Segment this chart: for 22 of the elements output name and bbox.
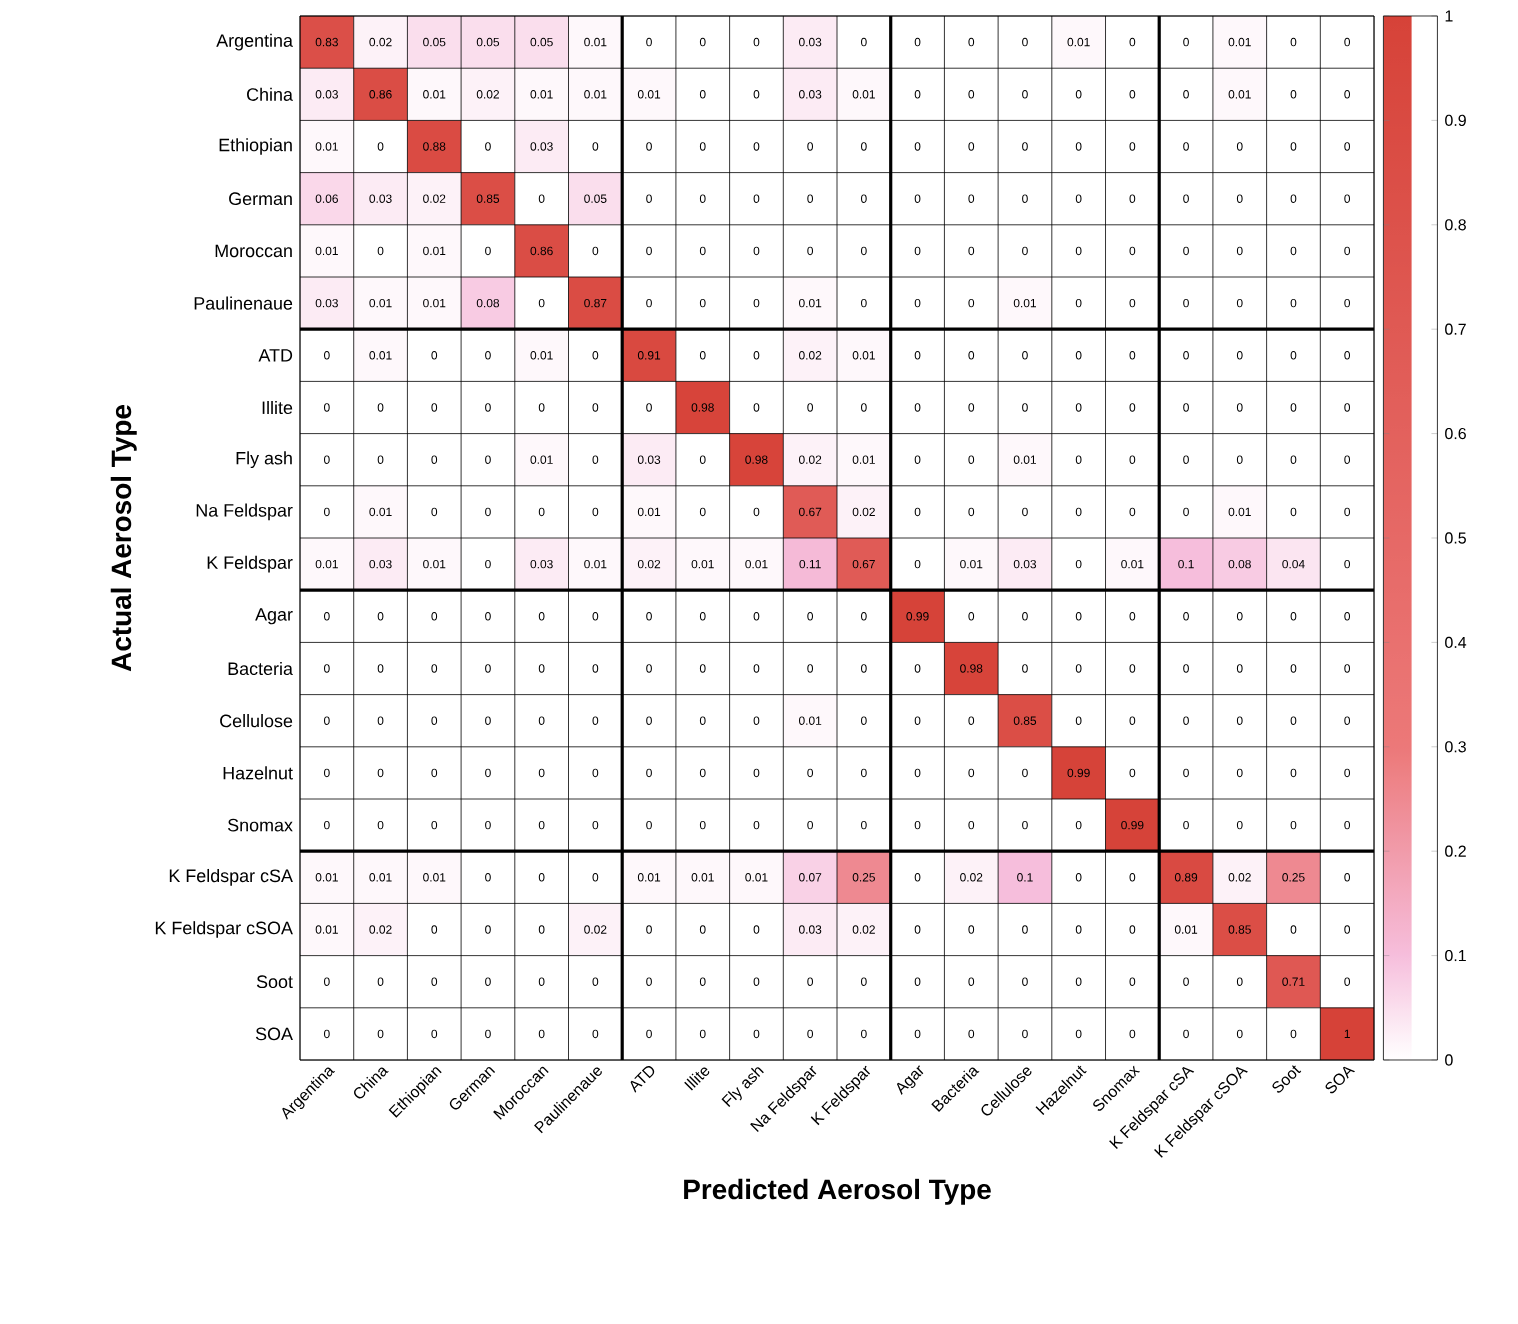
y-tick-label: Agar <box>255 608 293 625</box>
y-tick-label: Na Feldspar <box>196 503 293 521</box>
y-tick-label: ATD <box>258 349 293 362</box>
y-tick-label: China <box>247 87 293 101</box>
y-tick-label: Snomax <box>227 818 293 832</box>
y-tick-label: Argentina <box>216 33 293 51</box>
y-tick-label: German <box>229 192 292 206</box>
y-tick-label: K Feldspar cSA <box>169 868 293 886</box>
x-axis-title: Predicted Aerosol Type <box>684 1178 991 1205</box>
y-tick-label: Paulinenaue <box>194 296 293 310</box>
y-tick-label: Bacteria <box>228 661 293 676</box>
y-tick-label: Soot <box>256 975 293 989</box>
y-tick-label: K Feldspar <box>207 555 293 573</box>
y-axis-title: Actual Aerosol Type <box>110 405 137 672</box>
y-tick-label: Moroccan <box>215 244 292 258</box>
y-tick-label: Hazelnut <box>223 766 293 780</box>
y-tick-label: Illite <box>262 400 293 415</box>
y-tick-label: SOA <box>255 1027 293 1041</box>
y-tick-label: Fly ash <box>236 451 292 469</box>
y-tick-label: Ethiopian <box>219 138 292 155</box>
y-tick-label: Cellulose <box>220 714 293 728</box>
y-tick-label: K Feldspar cSOA <box>155 921 293 938</box>
